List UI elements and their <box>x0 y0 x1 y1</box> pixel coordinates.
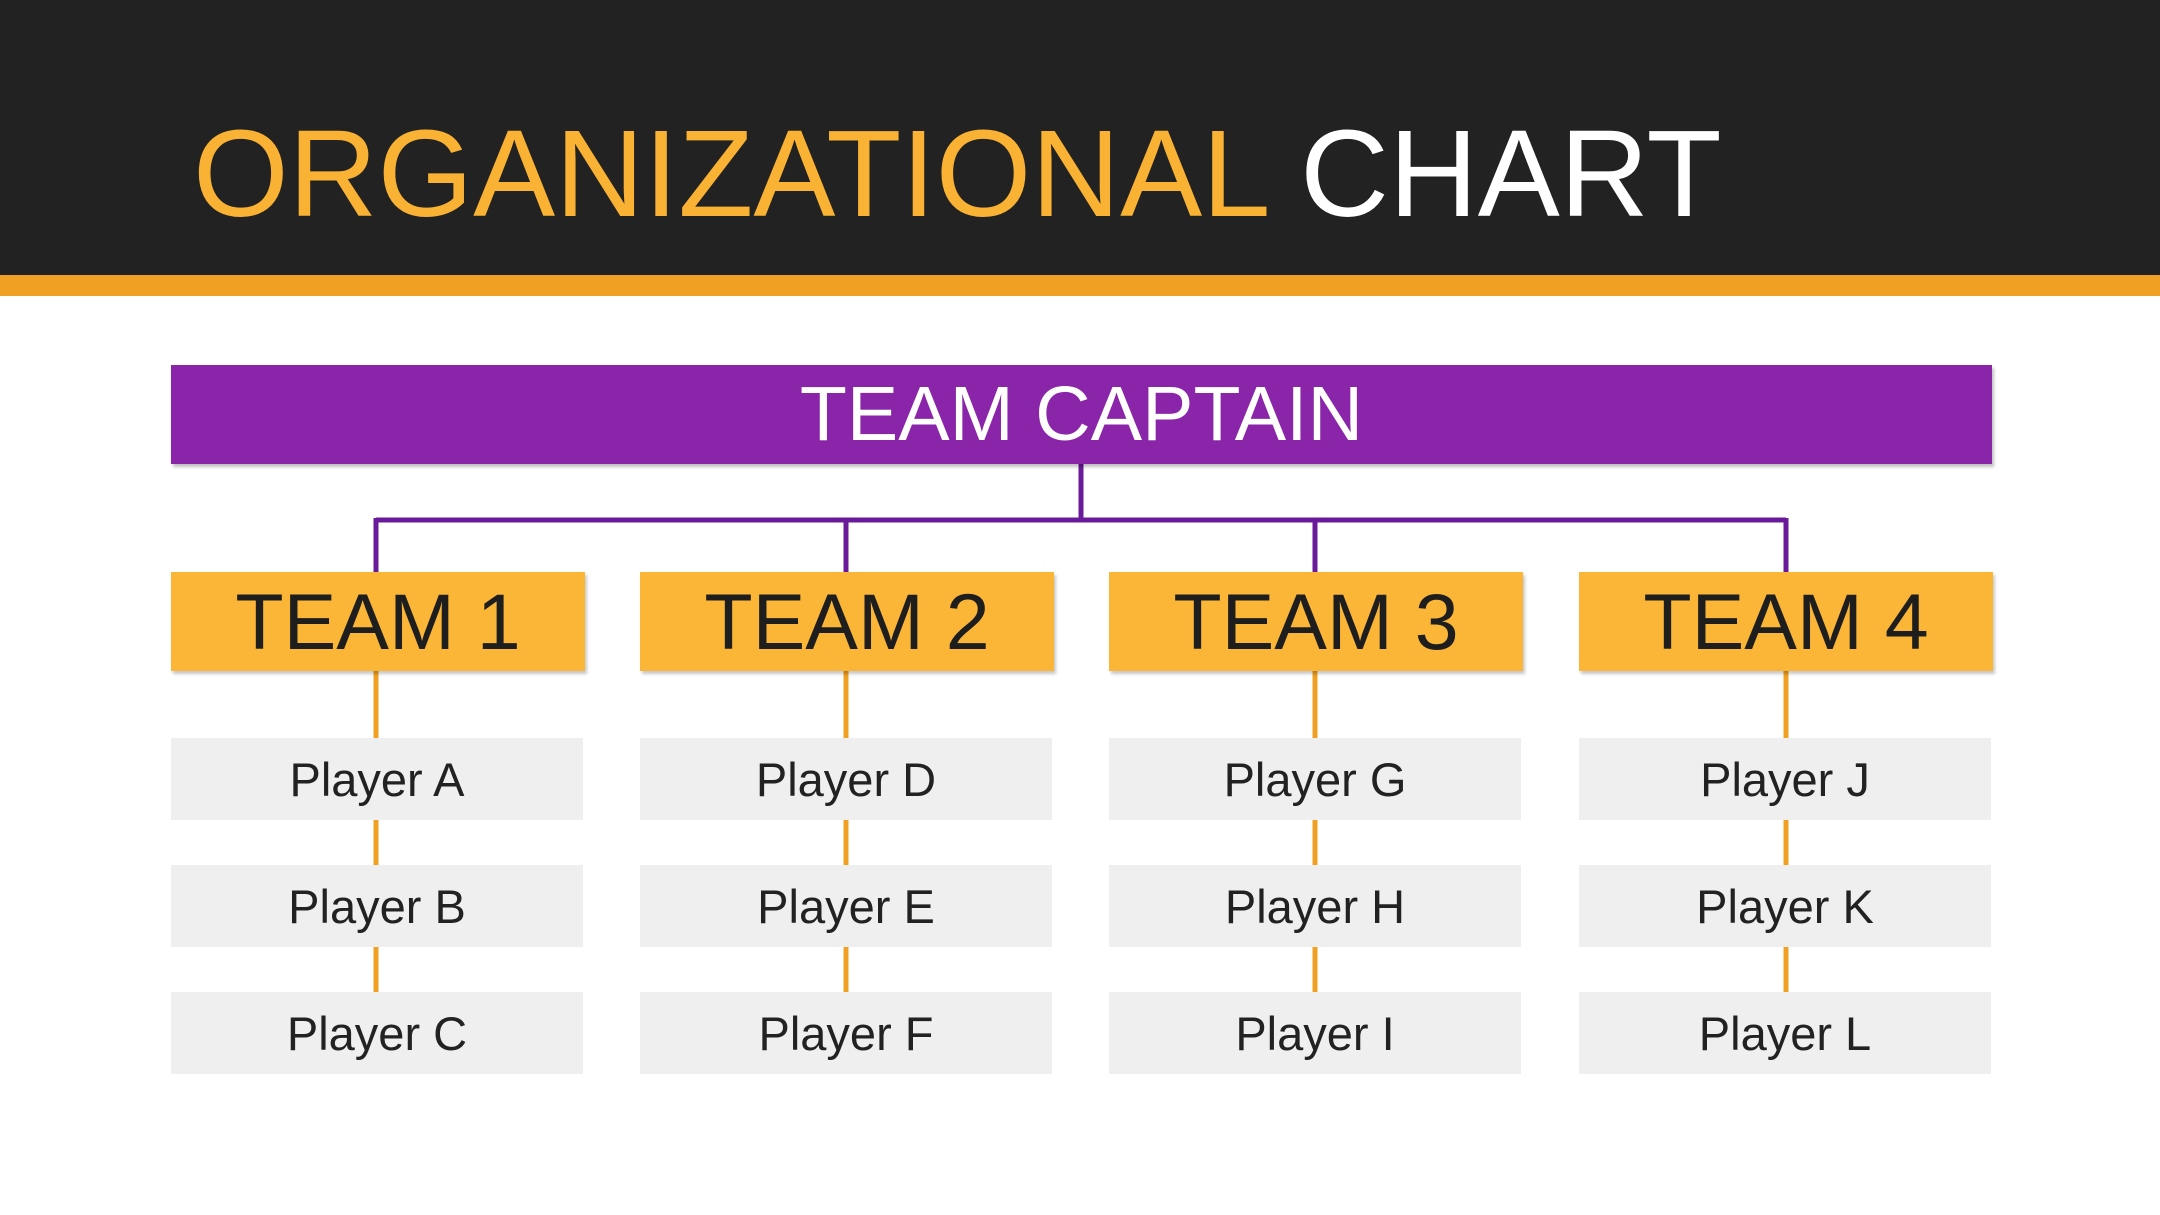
page-title: ORGANIZATIONAL CHART <box>193 110 1722 240</box>
player-f-node: Player F <box>640 992 1052 1074</box>
title-plain-word: CHART <box>1300 106 1722 243</box>
team-captain-node: TEAM CAPTAIN <box>171 365 1992 464</box>
player-h-node: Player H <box>1109 865 1521 947</box>
team-2-node: TEAM 2 <box>640 572 1054 671</box>
team-4-node: TEAM 4 <box>1579 572 1993 671</box>
player-i-node: Player I <box>1109 992 1521 1074</box>
team-3-node: TEAM 3 <box>1109 572 1523 671</box>
player-c-node: Player C <box>171 992 583 1074</box>
player-k-node: Player K <box>1579 865 1991 947</box>
player-a-node: Player A <box>171 738 583 820</box>
player-g-node: Player G <box>1109 738 1521 820</box>
player-j-node: Player J <box>1579 738 1991 820</box>
team-1-node: TEAM 1 <box>171 572 585 671</box>
title-highlight-word: ORGANIZATIONAL <box>193 106 1266 243</box>
player-d-node: Player D <box>640 738 1052 820</box>
accent-stripe <box>0 275 2160 296</box>
player-e-node: Player E <box>640 865 1052 947</box>
player-l-node: Player L <box>1579 992 1991 1074</box>
header-bar <box>0 0 2160 275</box>
player-b-node: Player B <box>171 865 583 947</box>
